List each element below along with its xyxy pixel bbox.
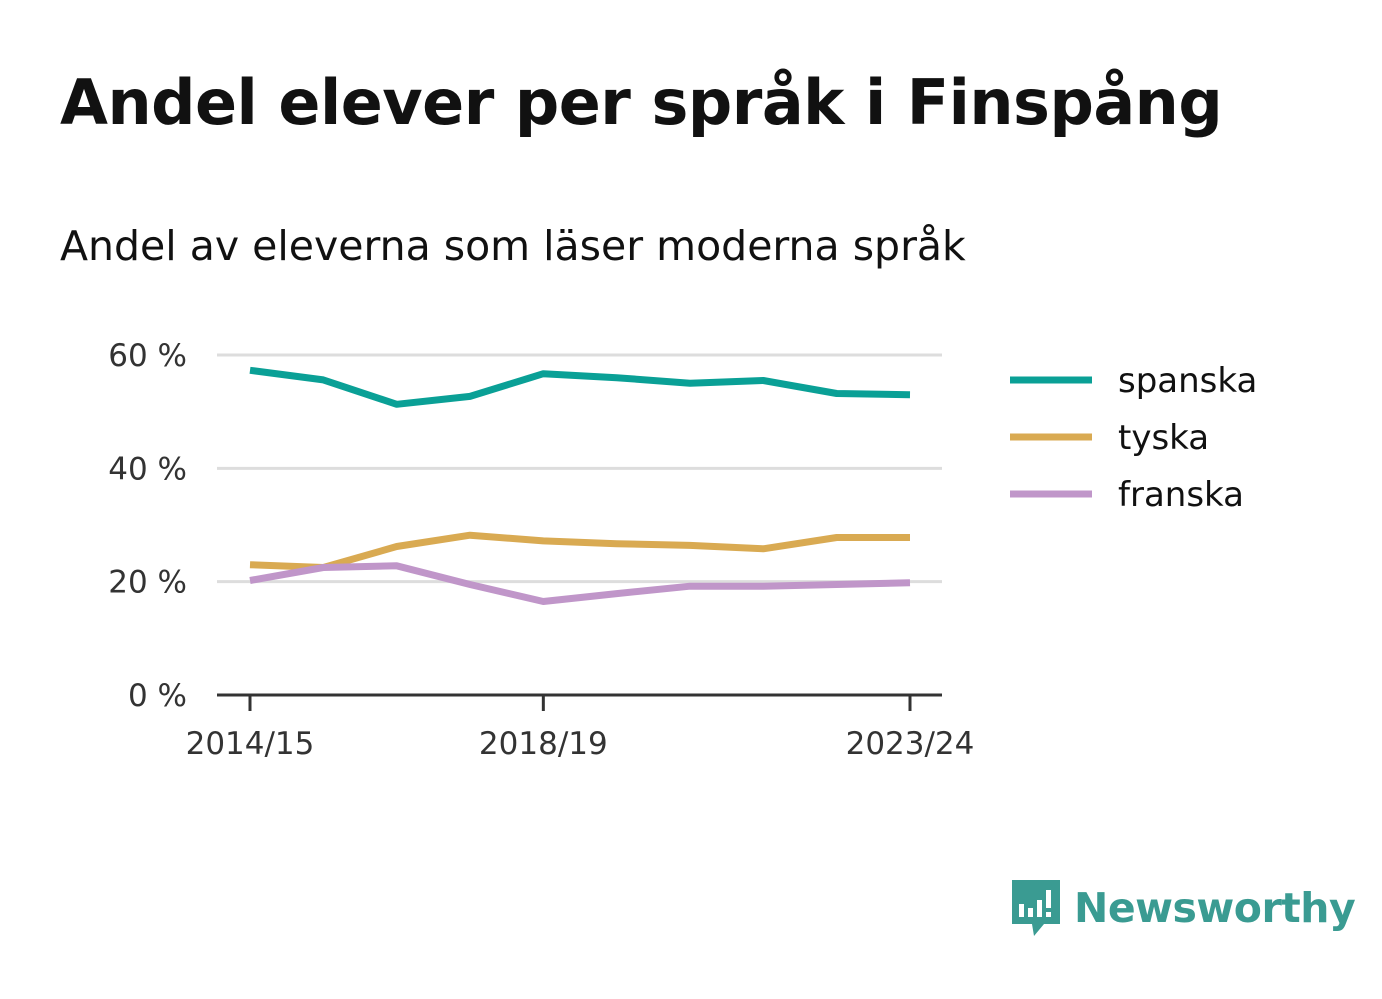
y-tick-label: 0 %	[128, 678, 187, 714]
legend-label-franska: franska	[1118, 475, 1244, 515]
series-line-tyska	[249, 531, 910, 571]
brand-name: Newsworthy	[1074, 884, 1356, 932]
x-tick-label: 2018/19	[479, 726, 608, 762]
x-axis: 2014/15 2018/19 2023/24	[186, 693, 975, 762]
legend: spanska tyska franska	[1010, 361, 1257, 515]
chart-title: Andel elever per språk i Finspång	[60, 66, 1223, 139]
legend-label-spanska: spanska	[1118, 361, 1257, 401]
series-line-franska	[249, 562, 911, 605]
series-line-spanska	[249, 366, 911, 408]
y-tick-label: 40 %	[108, 451, 187, 487]
newsworthy-logo: Newsworthy	[1010, 878, 1356, 938]
legend-label-tyska: tyska	[1118, 418, 1209, 458]
y-tick-label: 20 %	[108, 565, 187, 601]
chart-subtitle: Andel av eleverna som läser moderna språ…	[60, 222, 966, 270]
grid: 0 % 20 % 40 % 60 %	[108, 338, 942, 714]
x-tick-label: 2014/15	[186, 726, 315, 762]
series-layer	[249, 366, 911, 605]
bar-chart-speech-icon	[1012, 880, 1060, 936]
y-tick-label: 60 %	[108, 338, 187, 374]
x-tick-label: 2023/24	[846, 726, 975, 762]
